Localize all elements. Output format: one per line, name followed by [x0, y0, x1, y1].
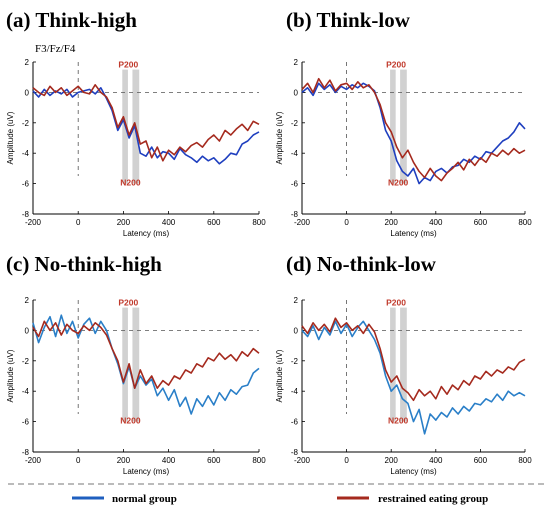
- x-tick-label: 200: [385, 456, 399, 465]
- x-tick-label: 200: [117, 456, 131, 465]
- y-tick-label: 2: [25, 296, 30, 305]
- x-tick-label: -200: [25, 456, 42, 465]
- y-tick-label: -2: [291, 357, 299, 366]
- x-tick-label: 600: [207, 218, 221, 227]
- y-tick-label: 0: [294, 88, 299, 97]
- x-axis-label: Latency (ms): [390, 467, 437, 476]
- panel-a: (a) Think-high F3/Fz/F4 2 0 -2 -4 -6 -8-200 0 200…: [6, 8, 266, 238]
- component-band-n200: [400, 307, 407, 422]
- panel-title: (c) No-think-high: [6, 252, 162, 276]
- x-tick-label: 600: [474, 456, 488, 465]
- n200-label: N200: [120, 178, 141, 188]
- series-line-restrained: [32, 84, 260, 162]
- x-axis-label: Latency (ms): [123, 229, 170, 238]
- electrode-label: F3/Fz/F4: [35, 43, 76, 55]
- x-axis-label: Latency (ms): [123, 467, 170, 476]
- y-tick-label: -4: [22, 149, 30, 158]
- y-tick-label: -6: [22, 180, 30, 189]
- component-band-p200: [390, 69, 396, 184]
- y-tick-label: -8: [22, 448, 30, 457]
- component-band-p200: [122, 307, 128, 422]
- y-tick-label: -2: [22, 119, 30, 128]
- series-line-restrained: [301, 317, 526, 402]
- y-tick-label: -6: [22, 418, 30, 427]
- n200-label: N200: [120, 416, 141, 426]
- p200-label: P200: [118, 60, 138, 70]
- n200-label: N200: [388, 178, 409, 188]
- x-tick-label: 600: [474, 218, 488, 227]
- x-tick-label: 0: [344, 456, 349, 465]
- y-tick-label: -8: [22, 210, 30, 219]
- panel-b: (b) Think-low 2 0 -2 -4 -6 -8-200 0 200 400 600 800…: [275, 8, 532, 238]
- x-tick-label: 800: [252, 218, 266, 227]
- x-tick-label: 400: [429, 456, 443, 465]
- component-band-p200: [390, 307, 396, 422]
- x-tick-label: 200: [117, 218, 131, 227]
- y-tick-label: 2: [25, 58, 30, 67]
- y-axis-label: Amplitude (uV): [275, 111, 284, 164]
- panel-c: (c) No-think-high 2 0 -2 -4 -6 -8-200 0 200 400 60…: [6, 252, 266, 476]
- x-tick-label: 0: [76, 218, 81, 227]
- component-band-n200: [132, 307, 140, 422]
- x-tick-label: 200: [385, 218, 399, 227]
- y-tick-label: -4: [291, 387, 299, 396]
- legend-label-normal: normal group: [112, 493, 177, 505]
- y-tick-label: -4: [291, 149, 299, 158]
- x-tick-label: -200: [25, 218, 42, 227]
- y-tick-label: -8: [291, 210, 299, 219]
- y-tick-label: 0: [294, 326, 299, 335]
- x-tick-label: 400: [429, 218, 443, 227]
- x-tick-label: 800: [252, 456, 266, 465]
- x-tick-label: 0: [76, 456, 81, 465]
- p200-label: P200: [386, 60, 406, 70]
- series-line-restrained: [32, 320, 260, 390]
- y-tick-label: -2: [22, 357, 30, 366]
- series-line-normal: [32, 87, 260, 165]
- p200-label: P200: [386, 298, 406, 308]
- n200-label: N200: [388, 416, 409, 426]
- y-axis-label: Amplitude (uV): [275, 349, 284, 402]
- y-axis-label: Amplitude (uV): [6, 111, 15, 164]
- y-tick-label: 2: [294, 58, 299, 67]
- x-tick-label: 800: [518, 456, 532, 465]
- series-line-normal: [32, 314, 260, 415]
- panel-d: (d) No-think-low 2 0 -2 -4 -6 -8-200 0 200 400 600…: [275, 252, 532, 476]
- series-line-normal: [301, 320, 526, 435]
- component-band-n200: [400, 69, 407, 184]
- x-tick-label: 400: [162, 456, 176, 465]
- panel-title: (b) Think-low: [286, 8, 411, 32]
- series-line-restrained: [301, 77, 526, 182]
- x-tick-label: 600: [207, 456, 221, 465]
- legend: normal group restrained eating group: [8, 483, 544, 505]
- legend-label-restrained: restrained eating group: [378, 493, 488, 505]
- y-tick-label: 0: [25, 88, 30, 97]
- x-axis-label: Latency (ms): [390, 229, 437, 238]
- y-tick-label: -8: [291, 448, 299, 457]
- y-tick-label: 2: [294, 296, 299, 305]
- series-line-normal: [301, 82, 526, 185]
- y-tick-label: -2: [291, 119, 299, 128]
- x-tick-label: 800: [518, 218, 532, 227]
- panel-title: (a) Think-high: [6, 8, 137, 32]
- x-tick-label: -200: [294, 456, 311, 465]
- x-tick-label: 0: [344, 218, 349, 227]
- x-tick-label: -200: [294, 218, 311, 227]
- y-axis-label: Amplitude (uV): [6, 349, 15, 402]
- y-tick-label: -6: [291, 418, 299, 427]
- p200-label: P200: [118, 298, 138, 308]
- y-tick-label: 0: [25, 326, 30, 335]
- panel-title: (d) No-think-low: [286, 252, 437, 276]
- y-tick-label: -4: [22, 387, 30, 396]
- x-tick-label: 400: [162, 218, 176, 227]
- y-tick-label: -6: [291, 180, 299, 189]
